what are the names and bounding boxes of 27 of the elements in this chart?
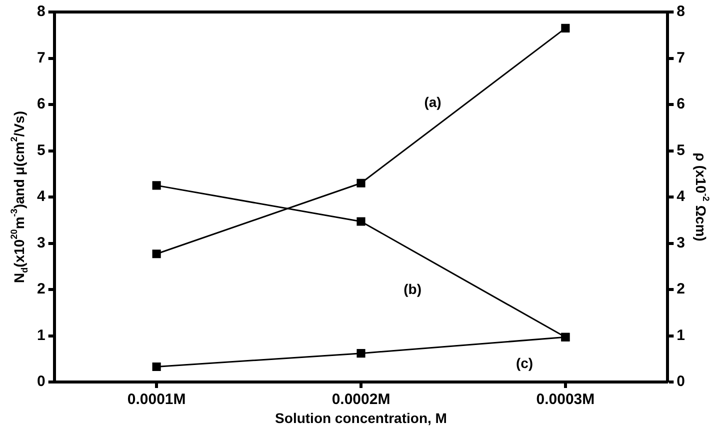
y-tick-label: 5 xyxy=(37,142,46,159)
y-tick-label: 4 xyxy=(37,188,46,206)
x-tick-label: 0.0001M xyxy=(127,391,186,408)
y-tick-label: 2 xyxy=(37,280,46,298)
series-label: (c) xyxy=(516,355,534,372)
y2-tick-label: 0 xyxy=(676,373,685,390)
series-label: (b) xyxy=(404,280,422,297)
series-label: (a) xyxy=(424,94,442,110)
y2-tick-label: 2 xyxy=(676,280,685,298)
y2-tick-label: 3 xyxy=(676,234,685,252)
y2-axis-title: ρ (x10-2 Ωcm) xyxy=(693,152,712,242)
y-tick-label: 1 xyxy=(37,326,46,344)
y2-tick-label: 7 xyxy=(676,49,685,66)
y2-tick-label: 5 xyxy=(676,142,685,159)
y-tick-label: 3 xyxy=(37,234,46,252)
y-tick-label: 7 xyxy=(37,49,46,66)
y2-tick-label: 8 xyxy=(676,3,685,20)
y2-tick-label: 4 xyxy=(676,188,686,206)
y2-tick-label: 1 xyxy=(676,326,685,344)
x-tick-label: 0.0002M xyxy=(332,391,390,408)
y-tick-label: 0 xyxy=(37,373,46,390)
y-tick-label: 8 xyxy=(37,3,46,20)
text: Nd(x1020m-3)and μ(cm2/Vs) xyxy=(8,111,30,283)
x-tick-label: 0.0003M xyxy=(536,391,595,408)
x-axis-title: Solution concentration, M xyxy=(275,410,447,426)
y-tick-label: 6 xyxy=(37,96,46,113)
y2-tick-label: 6 xyxy=(676,96,685,113)
